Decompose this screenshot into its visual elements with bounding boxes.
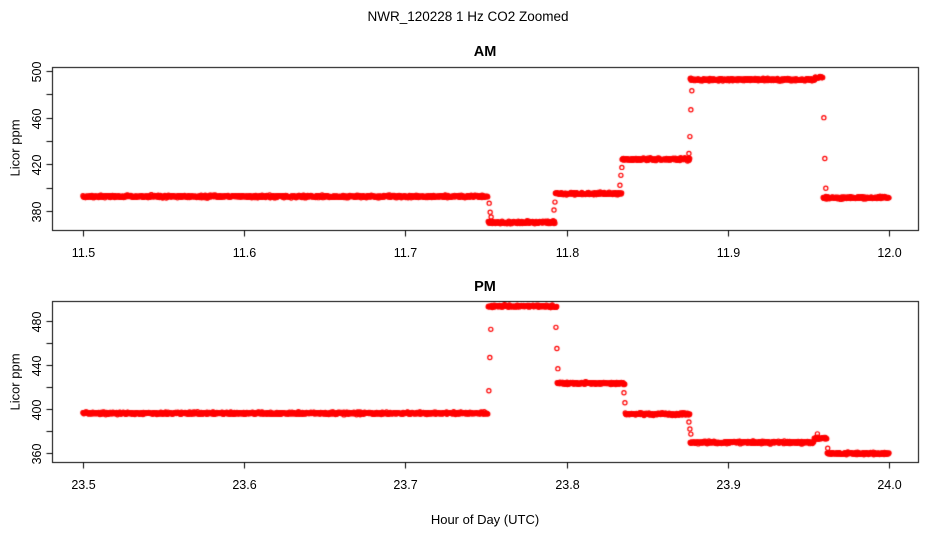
x-tick-label: 23.5	[71, 478, 95, 492]
panel-title-pm: PM	[474, 279, 496, 295]
x-tick-label: 11.9	[717, 246, 740, 260]
panel-title-am: AM	[474, 44, 497, 60]
y-tick-label: 380	[30, 201, 44, 222]
page-title: NWR_120228 1 Hz CO2 Zoomed	[367, 9, 568, 24]
y-axis-title-pm: Licor ppm	[8, 353, 23, 410]
y-tick-label: 360	[30, 443, 44, 464]
y-axis-title-am: Licor ppm	[8, 119, 23, 176]
x-tick-label: 11.6	[233, 246, 256, 260]
y-tick-label: 500	[30, 61, 44, 82]
y-tick-label: 420	[30, 154, 44, 175]
y-tick-label: 460	[30, 108, 44, 129]
x-tick-label: 23.8	[555, 478, 579, 492]
x-tick-label: 11.7	[394, 246, 417, 260]
x-tick-label: 24.0	[877, 478, 901, 492]
x-tick-label: 23.6	[232, 478, 256, 492]
co2-scatter-canvas	[0, 0, 936, 540]
x-tick-label: 23.7	[393, 478, 417, 492]
y-tick-label: 440	[30, 355, 44, 376]
x-tick-label: 23.9	[716, 478, 740, 492]
x-axis-title: Hour of Day (UTC)	[431, 512, 539, 527]
x-tick-label: 12.0	[877, 246, 901, 260]
x-tick-label: 11.8	[556, 246, 579, 260]
figure-window: NWR_120228 1 Hz CO2 Zoomed AM Licor ppm …	[0, 0, 936, 540]
y-tick-label: 480	[30, 311, 44, 332]
x-tick-label: 11.5	[72, 246, 95, 260]
y-tick-label: 400	[30, 399, 44, 420]
